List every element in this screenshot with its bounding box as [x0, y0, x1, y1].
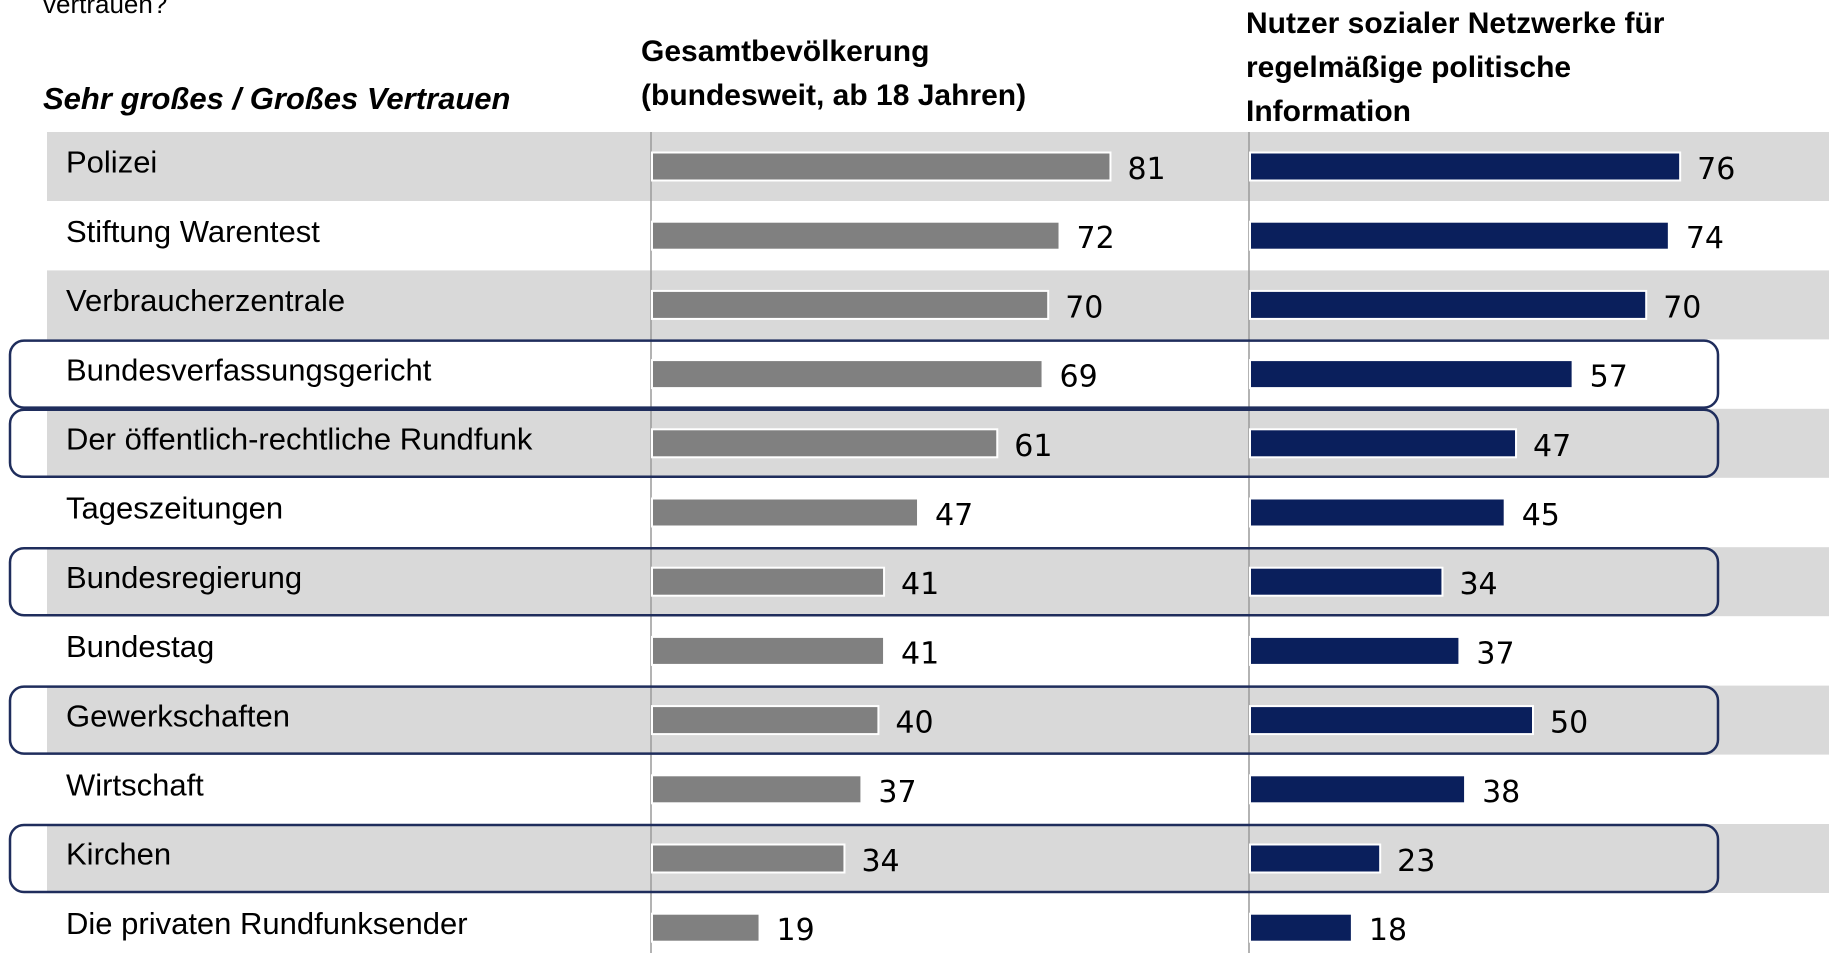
bar [1249, 912, 1353, 943]
value-label: 38 [1482, 775, 1520, 810]
value-label: 41 [901, 636, 939, 671]
value-label: 45 [1522, 498, 1560, 533]
bar [651, 220, 1061, 251]
highlight-box [8, 339, 1720, 409]
bar [651, 428, 999, 459]
value-label: 41 [901, 567, 939, 602]
bar [1249, 705, 1534, 736]
value-label: 50 [1550, 706, 1588, 741]
question: vertrauen? [43, 0, 167, 19]
category-label: Der öffentlich-rechtliche Rundfunk [66, 421, 533, 456]
row-band [47, 547, 1829, 617]
highlight-box [8, 546, 1720, 617]
value-label: 76 [1697, 152, 1735, 187]
row-band [47, 824, 1829, 893]
value-label: 23 [1397, 844, 1435, 879]
series-header: Nutzer sozialer Netzwerke für regelmäßig… [1246, 7, 1665, 128]
bar [1249, 843, 1382, 874]
value-label: 40 [895, 706, 933, 741]
value-label: 34 [861, 844, 899, 879]
value-label: 74 [1686, 221, 1724, 256]
bar [651, 774, 863, 805]
bar [651, 705, 880, 736]
bar [651, 151, 1112, 182]
category-label: Bundesregierung [66, 560, 302, 595]
bar [651, 635, 886, 666]
value-label: 37 [878, 775, 916, 810]
bar [1249, 497, 1506, 528]
bar [1249, 220, 1670, 251]
category-label: Gewerkschaften [66, 698, 290, 733]
value-label: 70 [1065, 290, 1103, 325]
bar [651, 497, 920, 528]
series-header: Gesamtbevölkerung (bundesweit, ab 18 Jah… [641, 35, 1027, 112]
bar [1249, 635, 1461, 666]
value-label: 19 [777, 913, 815, 948]
category-label: Tageszeitungen [66, 491, 283, 526]
bar [1249, 566, 1444, 597]
value-label: 57 [1590, 360, 1628, 395]
bar [651, 289, 1050, 320]
category-label: Bundesverfassungsgericht [66, 352, 432, 387]
bar [1249, 359, 1574, 390]
highlight-box [8, 823, 1720, 894]
value-label: 69 [1060, 360, 1098, 395]
value-label: 47 [935, 498, 973, 533]
value-label: 81 [1127, 152, 1165, 187]
bar [651, 912, 761, 943]
category-label: Bundestag [66, 629, 214, 664]
bar [651, 843, 846, 874]
value-label: 72 [1077, 221, 1115, 256]
value-label: 18 [1369, 913, 1407, 948]
category-label: Die privaten Rundfunksender [66, 906, 468, 941]
value-label: 70 [1663, 290, 1701, 325]
highlight-box [8, 408, 1720, 479]
value-label: 34 [1459, 567, 1497, 602]
bar [1249, 774, 1467, 805]
highlight-box [8, 685, 1720, 755]
value-label: 37 [1476, 636, 1514, 671]
category-label: Stiftung Warentest [66, 214, 320, 249]
legend-title: Sehr großes / Großes Vertrauen [43, 81, 510, 116]
category-label: Polizei [66, 145, 157, 180]
category-label: Verbraucherzentrale [66, 283, 345, 318]
category-label: Kirchen [66, 837, 171, 872]
bar [651, 566, 886, 597]
bar [651, 359, 1044, 390]
bar [1249, 428, 1518, 459]
bar [1249, 289, 1648, 320]
bar [1249, 151, 1682, 182]
value-label: 47 [1533, 429, 1571, 464]
category-label: Wirtschaft [66, 767, 204, 802]
value-label: 61 [1014, 429, 1052, 464]
